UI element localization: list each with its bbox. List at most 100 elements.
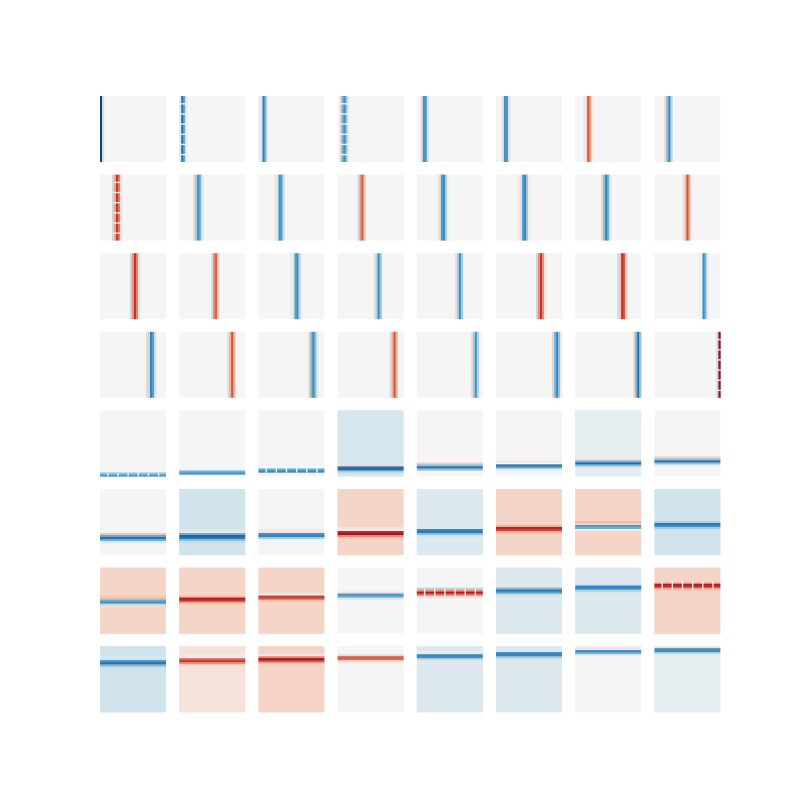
heatmap-strip <box>100 656 166 659</box>
heatmap-strip <box>575 428 642 431</box>
heatmap-strip <box>100 629 166 632</box>
heatmap-strip <box>337 527 404 530</box>
heatmap-strip <box>337 434 404 437</box>
heatmap-strip <box>654 462 721 465</box>
heatmap-panel-r5-c2 <box>179 410 246 477</box>
heatmap-strip <box>100 573 166 576</box>
heatmap-panel-r2-c7 <box>575 174 642 241</box>
heatmap-strip <box>179 688 246 691</box>
heatmap-strip <box>258 605 325 608</box>
heatmap-strip <box>179 678 246 681</box>
heatmap-strip <box>416 468 483 471</box>
heatmap-strip <box>337 553 404 556</box>
heatmap-strip <box>179 571 246 574</box>
heatmap-strip <box>337 466 404 469</box>
heatmap-strip <box>337 468 404 471</box>
heatmap-strip <box>339 96 342 162</box>
heatmap-strip <box>100 680 166 683</box>
heatmap-panel-r5-c3 <box>258 410 325 477</box>
heatmap-strip <box>496 706 562 709</box>
heatmap-strip <box>179 583 246 586</box>
heatmap-strip <box>496 613 562 616</box>
heatmap-strip <box>337 503 404 506</box>
heatmap-strip <box>337 442 404 445</box>
heatmap-stripe-gap <box>137 472 139 477</box>
heatmap-strip <box>416 660 483 663</box>
heatmap-strip <box>179 625 246 628</box>
heatmap-strip <box>337 464 404 467</box>
heatmap-strip <box>496 696 562 699</box>
heatmap-strip <box>337 525 404 528</box>
heatmap-strip <box>179 615 246 618</box>
heatmap-stripe-gap <box>340 113 349 115</box>
heatmap-panel-background <box>179 96 246 162</box>
heatmap-strip <box>575 539 642 542</box>
heatmap-strip <box>100 654 166 657</box>
heatmap-strip <box>154 331 157 398</box>
heatmap-stripe-gap <box>113 202 122 204</box>
heatmap-strip <box>100 708 166 711</box>
heatmap-strip <box>179 589 246 592</box>
heatmap-strip <box>262 96 265 162</box>
heatmap-strip <box>100 670 166 673</box>
heatmap-strip <box>575 533 642 536</box>
heatmap-panel-background <box>100 174 166 241</box>
heatmap-strip <box>538 253 541 320</box>
heatmap-strip <box>179 551 246 554</box>
heatmap-strip <box>179 539 246 542</box>
heatmap-strip <box>136 253 139 320</box>
heatmap-stripe-gap <box>113 181 122 184</box>
heatmap-strip <box>258 575 325 578</box>
heatmap-strip <box>258 702 325 705</box>
heatmap-panel-r5-c1 <box>100 410 166 477</box>
heatmap-strip <box>337 422 404 425</box>
heatmap-stripe-gap <box>179 123 186 125</box>
heatmap-strip <box>100 96 103 162</box>
heatmap-strip <box>666 96 669 162</box>
heatmap-panel-background <box>337 174 404 241</box>
heatmap-strip <box>496 676 562 679</box>
heatmap-strip <box>575 553 642 556</box>
heatmap-strip <box>179 609 246 612</box>
heatmap-strip <box>337 597 404 600</box>
heatmap-strip <box>337 515 404 518</box>
heatmap-strip <box>416 672 483 675</box>
heatmap-strip <box>337 509 404 512</box>
heatmap-stripe-gap <box>295 468 298 473</box>
heatmap-strip <box>575 589 642 592</box>
heatmap-strip <box>274 174 277 241</box>
heatmap-strip <box>100 535 166 538</box>
heatmap-strip <box>337 547 404 550</box>
heatmap-strip <box>575 571 642 574</box>
heatmap-strip <box>496 611 562 614</box>
heatmap-strip <box>375 253 378 320</box>
heatmap-strip <box>654 670 721 673</box>
heatmap-strip <box>496 668 562 671</box>
heatmap-strip <box>258 573 325 576</box>
heatmap-panel-r4-c5 <box>416 331 483 398</box>
heatmap-panel-background <box>337 567 404 634</box>
heatmap-strip <box>337 517 404 520</box>
heatmap-strip <box>702 253 705 320</box>
heatmap-strip <box>654 631 721 634</box>
heatmap-strip <box>416 464 483 467</box>
heatmap-strip <box>337 549 404 552</box>
heatmap-strip <box>654 581 721 584</box>
heatmap-strip <box>337 418 404 421</box>
heatmap-strip <box>416 678 483 681</box>
heatmap-strip <box>654 609 721 612</box>
heatmap-strip <box>258 682 325 685</box>
heatmap-strip <box>496 551 562 554</box>
heatmap-strip <box>654 621 721 624</box>
heatmap-strip <box>587 96 590 162</box>
heatmap-strip <box>416 696 483 699</box>
heatmap-strip <box>179 537 246 540</box>
heatmap-strip <box>258 680 325 683</box>
heatmap-strip <box>179 704 246 707</box>
heatmap-strip <box>258 603 325 606</box>
heatmap-strip <box>258 678 325 681</box>
heatmap-strip <box>258 577 325 580</box>
heatmap-stripe-gap <box>474 588 477 597</box>
heatmap-strip <box>496 549 562 552</box>
heatmap-strip <box>337 412 404 415</box>
